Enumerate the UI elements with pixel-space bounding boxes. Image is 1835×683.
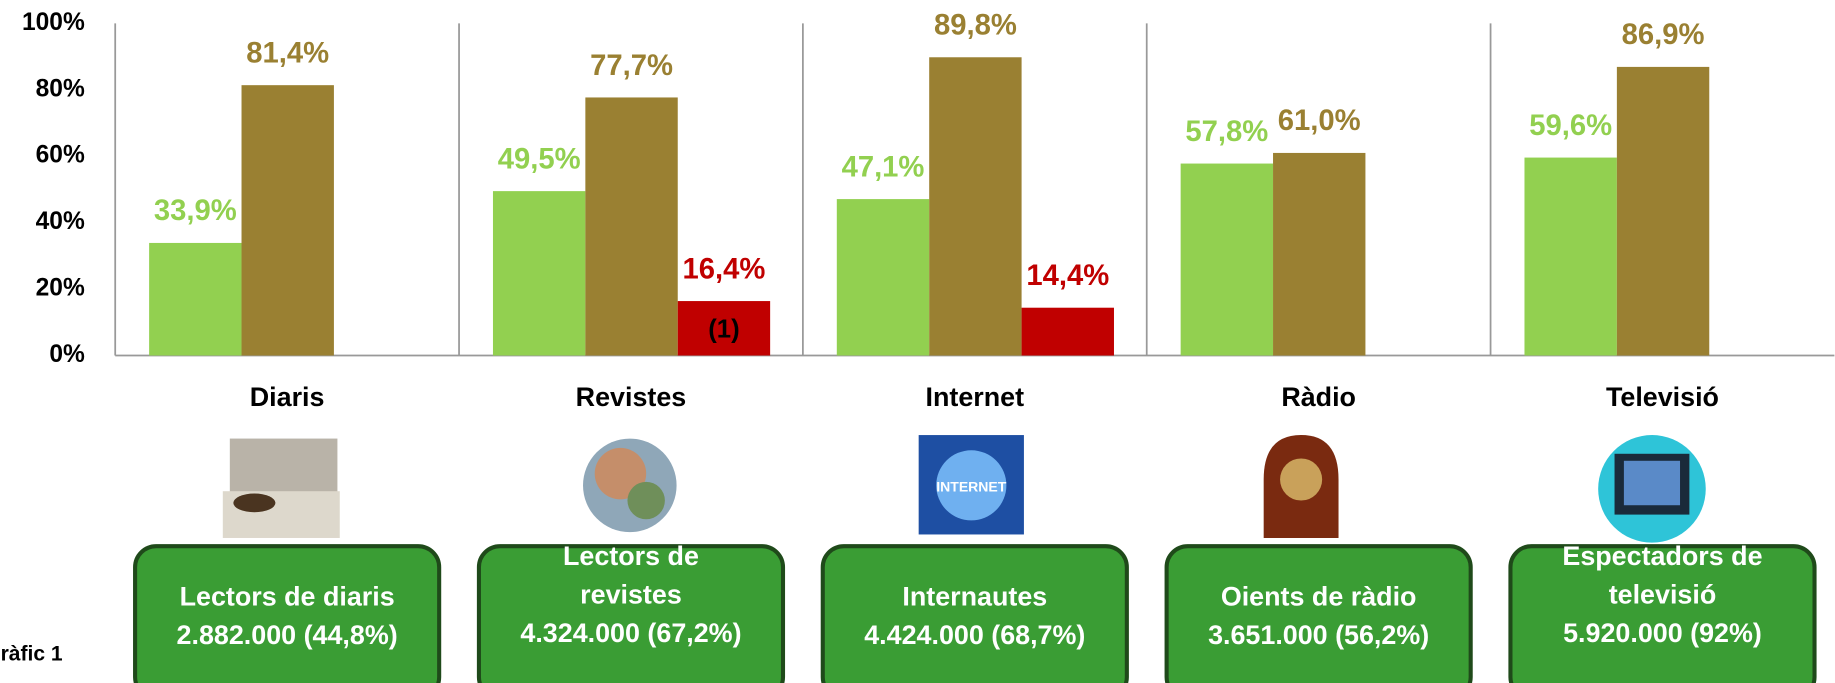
info-box-text: Oients de ràdio: [1221, 581, 1417, 611]
value-label: 33,9%: [154, 195, 237, 227]
icons: INTERNET: [222, 435, 1706, 543]
footer: ràfic 1: [1, 642, 63, 665]
x-tick-label: Internet: [926, 382, 1025, 412]
value-label: 59,6%: [1529, 110, 1612, 142]
x-tick-label: Revistes: [576, 382, 687, 412]
bar: [929, 57, 1022, 356]
tv-icon: [1598, 435, 1706, 543]
info-box-text: Lectors de diaris: [180, 581, 395, 611]
value-label: 61,0%: [1278, 105, 1361, 137]
bar: [1180, 163, 1274, 356]
newspaper-icon: [222, 438, 340, 538]
y-tick-label: 0%: [49, 341, 85, 368]
info-box-text: Espectadors de: [1562, 541, 1762, 571]
y-tick-label: 100%: [22, 9, 85, 36]
bar: [149, 242, 242, 356]
info-box: [1508, 544, 1817, 683]
x-tick-label: Ràdio: [1281, 382, 1356, 412]
value-label: 47,1%: [842, 151, 925, 183]
y-tick-label: 40%: [36, 208, 85, 235]
value-label: 16,4%: [683, 253, 766, 285]
info-box-text: revistes: [580, 580, 682, 610]
value-label: 57,8%: [1185, 116, 1268, 148]
x-tick-label: Televisió: [1606, 382, 1719, 412]
info-box: [820, 544, 1129, 683]
y-tick-label: 20%: [36, 275, 85, 302]
value-label: 14,4%: [1026, 260, 1109, 292]
annotation: (1): [708, 315, 739, 343]
bar: [1524, 157, 1617, 356]
info-box-text: televisió: [1609, 580, 1717, 610]
svg-text:INTERNET: INTERNET: [936, 478, 1007, 494]
info-box: [1164, 544, 1473, 683]
y-tick-label: 60%: [36, 142, 85, 169]
bar: [1273, 152, 1366, 356]
info-box-text: 4.424.000 (68,7%): [864, 620, 1085, 650]
bar: [836, 199, 930, 356]
magazines-icon: [583, 438, 677, 533]
info-box-text: 5.920.000 (92%): [1563, 618, 1762, 648]
value-label: 49,5%: [498, 143, 581, 175]
bar: [1616, 66, 1710, 356]
bar: [1021, 307, 1114, 356]
bar: [241, 85, 334, 356]
bar: [492, 191, 586, 356]
info-box: [133, 544, 442, 683]
value-label: 86,9%: [1622, 19, 1705, 51]
value-label: 77,7%: [590, 50, 673, 82]
x-tick-label: Diaris: [250, 382, 325, 412]
info-box-text: 3.651.000 (56,2%): [1208, 620, 1429, 650]
info-box-text: 2.882.000 (44,8%): [177, 620, 398, 650]
y-tick-label: 80%: [36, 75, 85, 102]
value-label: 81,4%: [246, 37, 329, 69]
info-box-text: Internautes: [902, 581, 1047, 611]
bar: [677, 301, 771, 356]
bar: [585, 97, 678, 356]
radio-icon: [1263, 435, 1339, 538]
info-box-text: Lectors de: [563, 541, 699, 571]
info-box: [476, 544, 786, 683]
info-box-text: 4.324.000 (67,2%): [520, 618, 741, 648]
value-label: 89,8%: [934, 10, 1017, 42]
internet-icon: INTERNET: [918, 435, 1024, 535]
